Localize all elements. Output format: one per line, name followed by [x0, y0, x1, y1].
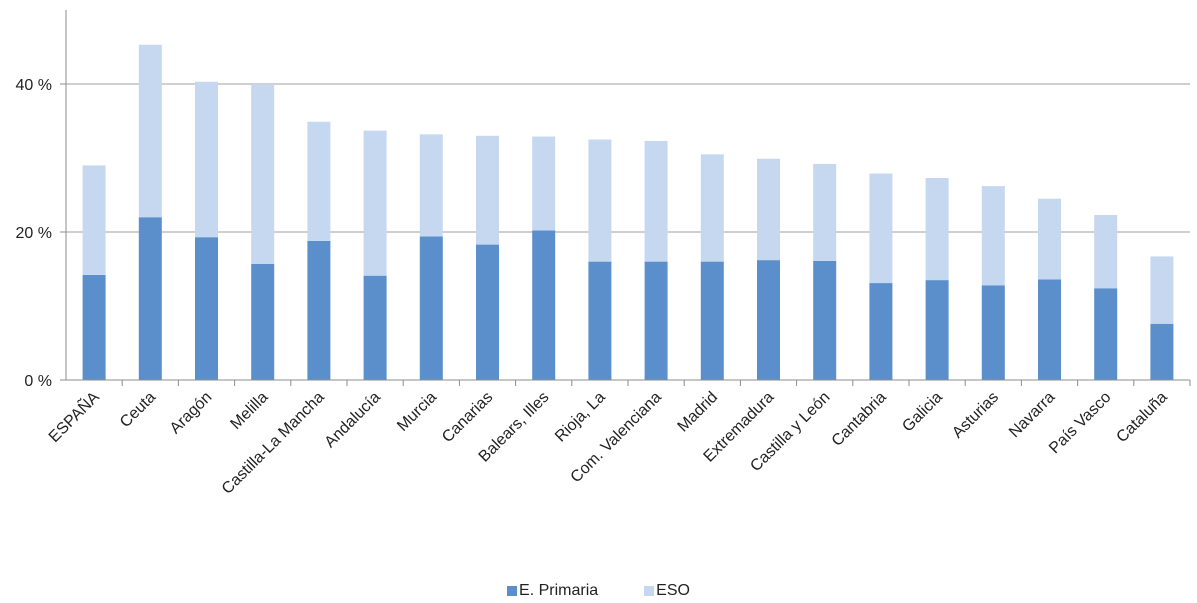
bar-eso: [307, 121, 331, 241]
x-tick-label: Cataluña: [1113, 389, 1170, 446]
bar-eso: [925, 177, 949, 281]
bar-eso: [195, 81, 218, 238]
x-tick-label: Rioja, La: [552, 389, 609, 446]
y-tick-label: 20 %: [16, 225, 52, 242]
legend-swatch-eso: [644, 586, 655, 596]
bar-eso: [644, 140, 668, 262]
bar-eso: [82, 165, 106, 275]
bar-eso: [251, 84, 275, 264]
bar-primaria: [307, 240, 331, 380]
x-tick-label: Madrid: [675, 389, 722, 436]
bar-eso: [1094, 214, 1118, 289]
gridlines: [66, 83, 1190, 233]
bar-primaria: [813, 260, 837, 380]
legend-swatch-primaria: [507, 586, 518, 596]
bar-primaria: [1094, 288, 1118, 380]
axes: [60, 10, 1191, 386]
bar-primaria: [981, 285, 1005, 380]
legend-label-eso: ESO: [656, 582, 690, 599]
bars: [82, 44, 1174, 380]
x-tick-label: Asturias: [949, 389, 1002, 442]
bar-eso: [363, 130, 387, 276]
bar-eso: [419, 134, 443, 237]
x-tick-label: Aragón: [167, 389, 216, 438]
bar-eso: [476, 135, 499, 245]
bar-primaria: [251, 263, 275, 380]
bar-primaria: [925, 280, 949, 380]
x-tick-label: Melilla: [227, 389, 271, 433]
legend: E. Primaria ESO: [0, 582, 1197, 600]
x-tick-label: Navarra: [1006, 389, 1058, 441]
x-tick-label: Galicia: [899, 389, 946, 436]
bar-primaria: [1150, 323, 1174, 380]
legend-item-eso: ESO: [644, 582, 690, 600]
bar-primaria: [1038, 279, 1061, 380]
bar-primaria: [757, 260, 780, 380]
bar-eso: [138, 44, 162, 218]
bar-primaria: [532, 230, 556, 380]
x-tick-label: Canarias: [439, 389, 496, 446]
bar-primaria: [700, 261, 724, 380]
legend-item-primaria: E. Primaria: [507, 582, 598, 600]
bar-primaria: [644, 261, 668, 380]
x-tick-label: Ceuta: [117, 389, 159, 431]
x-tick-label: Castilla-La Mancha: [219, 389, 328, 498]
bar-primaria: [138, 217, 162, 380]
bar-eso: [532, 136, 556, 231]
bar-eso: [588, 139, 612, 262]
x-tick-label: Andalucía: [322, 389, 384, 451]
bar-primaria: [476, 244, 499, 380]
bar-primaria: [869, 283, 893, 380]
bar-primaria: [195, 237, 218, 380]
x-tick-label: Cantabria: [829, 389, 890, 450]
bar-eso: [813, 163, 837, 261]
bar-eso: [981, 186, 1005, 286]
bar-eso: [1150, 256, 1174, 324]
bar-eso: [700, 154, 724, 262]
bar-primaria: [363, 275, 387, 380]
x-tick-label: ESPAÑA: [44, 386, 103, 445]
legend-label-primaria: E. Primaria: [519, 582, 599, 599]
bar-eso: [757, 158, 780, 261]
y-tick-label: 40 %: [16, 77, 52, 94]
bar-primaria: [82, 274, 106, 380]
bar-primaria: [419, 236, 443, 380]
bar-eso: [869, 173, 893, 284]
x-tick-label: Murcia: [394, 389, 440, 435]
y-tick-label: 0 %: [24, 373, 52, 390]
bar-primaria: [588, 261, 612, 380]
bar-eso: [1038, 198, 1061, 280]
